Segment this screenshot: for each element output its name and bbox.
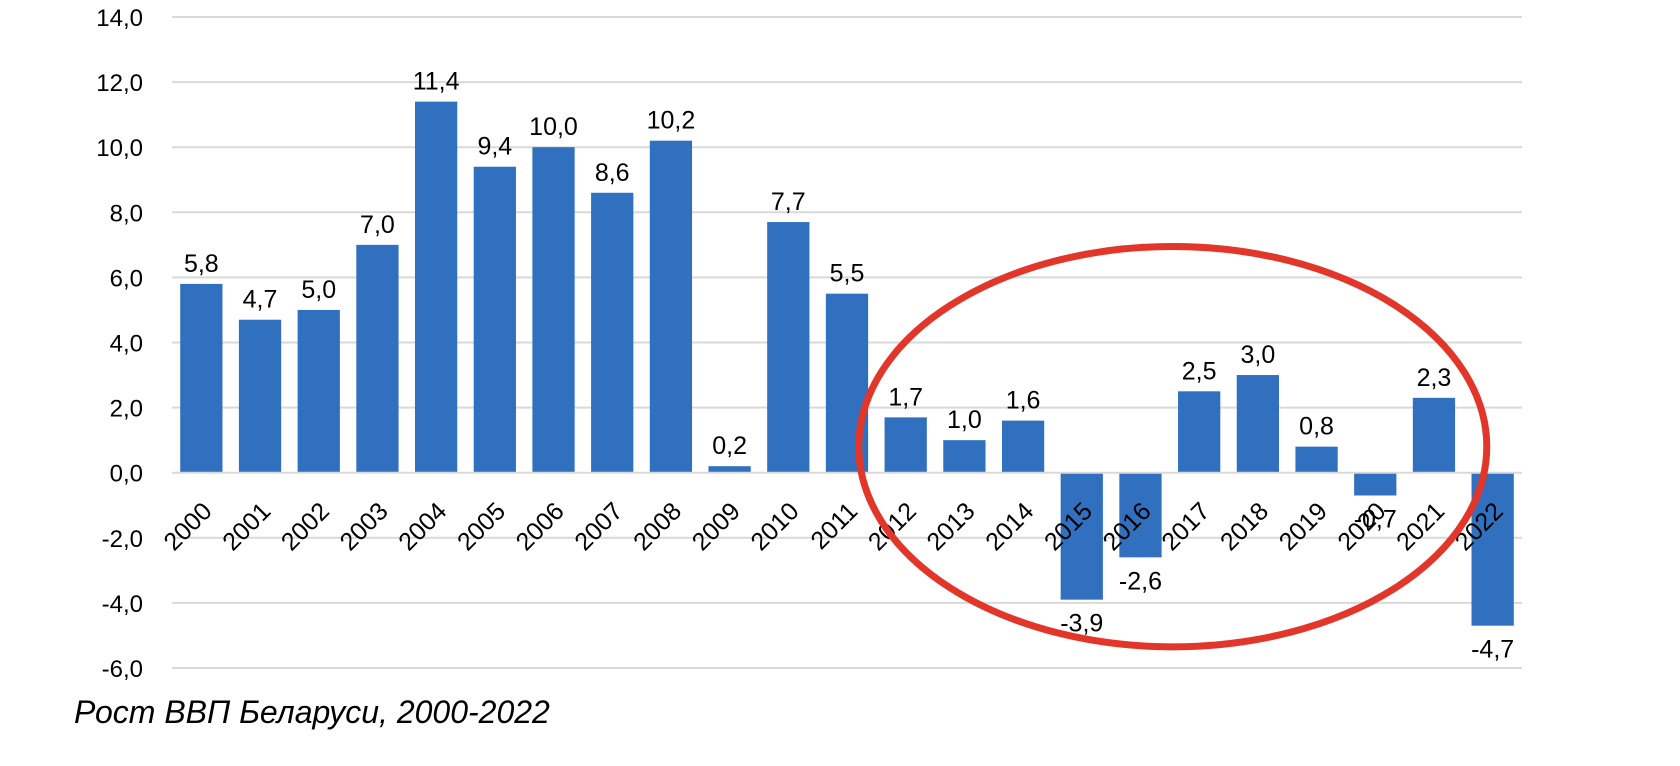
- y-tick-label: 6,0: [110, 265, 143, 292]
- x-tick-label-2001: 2001: [217, 497, 276, 556]
- y-tick-label: 14,0: [96, 5, 143, 32]
- bar-2006: [532, 147, 575, 473]
- bar-2020: [1354, 472, 1397, 496]
- x-tick-label-2005: 2005: [452, 497, 511, 556]
- bar-2008: [649, 140, 693, 473]
- bar-2019: [1295, 446, 1338, 473]
- bars: [180, 101, 1514, 626]
- x-tick-label-2017: 2017: [1156, 497, 1215, 556]
- data-label-2005: 9,4: [477, 133, 512, 161]
- x-tick-label-2002: 2002: [276, 497, 335, 556]
- x-tick-label-2007: 2007: [569, 497, 628, 556]
- bar-2000: [180, 283, 223, 473]
- bar-2013: [943, 440, 986, 473]
- bar-2005: [473, 166, 516, 473]
- data-label-2010: 7,7: [771, 188, 806, 216]
- data-label-2000: 5,8: [184, 250, 219, 278]
- data-label-2013: 1,0: [947, 406, 982, 434]
- y-axis-ticks: 14,0 12,0 10,0 8,0 6,0 4,0 2,0 0,0 -2,0 -4,0 -6,0: [96, 5, 143, 680]
- data-label-2016: -2,6: [1119, 567, 1162, 595]
- x-axis-labels: 2000 2001 2002 2003 2004 2005 2006 2007 2008 2009…: [158, 497, 1508, 556]
- x-tick-label-2004: 2004: [393, 497, 452, 556]
- data-label-2017: 2,5: [1182, 357, 1217, 385]
- x-tick-label-2000: 2000: [158, 497, 217, 556]
- x-tick-label-2010: 2010: [745, 497, 804, 556]
- data-label-2021: 2,3: [1417, 364, 1452, 392]
- x-tick-label-2009: 2009: [687, 497, 746, 556]
- x-tick-label-2019: 2019: [1274, 497, 1333, 556]
- bar-2016: [1119, 472, 1162, 558]
- y-tick-label: 8,0: [110, 200, 143, 227]
- x-tick-label-2006: 2006: [511, 497, 570, 556]
- gdp-growth-chart: 14,012,010,08,06,04,02,00,0-2,0-4,0-6,0 …: [96, 5, 1522, 680]
- bar-2002: [297, 309, 340, 473]
- data-label-2009: 0,2: [712, 432, 747, 460]
- y-tick-label: -6,0: [102, 656, 143, 680]
- bar-2017: [1178, 391, 1221, 473]
- data-label-2019: 0,8: [1299, 413, 1334, 441]
- bar-2014: [1001, 420, 1045, 473]
- data-labels: 5,8 4,7 5,0 7,0 11,4 9,4 10,0 8,6 10,2 0,2 7,7 5,5 1…: [184, 68, 1514, 664]
- bar-2004: [415, 101, 458, 473]
- x-tick-label-2011: 2011: [805, 497, 863, 555]
- data-label-2003: 7,0: [360, 211, 395, 239]
- x-tick-label-2003: 2003: [335, 497, 394, 556]
- y-tick-label: -2,0: [102, 526, 143, 553]
- y-tick-label: 2,0: [110, 396, 143, 423]
- bar-2009: [708, 466, 751, 473]
- y-tick-label: 10,0: [96, 135, 143, 162]
- bar-2007: [591, 192, 634, 473]
- chart-caption: Рост ВВП Беларуси, 2000-2022: [74, 694, 550, 730]
- bar-2010: [767, 222, 810, 473]
- data-label-2006: 10,0: [529, 113, 578, 141]
- highlight-ellipse-0: [855, 242, 1491, 651]
- data-label-2004: 11,4: [413, 68, 460, 96]
- data-label-2012: 1,7: [888, 383, 923, 411]
- data-label-2020: -0,7: [1354, 505, 1397, 533]
- y-tick-label: 0,0: [110, 461, 143, 488]
- bar-2018: [1236, 375, 1279, 473]
- data-label-2007: 8,6: [595, 159, 630, 187]
- x-tick-label-2018: 2018: [1215, 497, 1274, 556]
- y-tick-label: 12,0: [96, 70, 143, 97]
- x-tick-label-2014: 2014: [980, 497, 1039, 556]
- bar-2021: [1412, 397, 1456, 473]
- data-label-2014: 1,6: [1006, 387, 1041, 415]
- bar-2001: [238, 319, 282, 473]
- annotations: [855, 242, 1491, 651]
- data-label-2001: 4,7: [243, 286, 278, 314]
- y-tick-label: -4,0: [102, 591, 143, 618]
- data-label-2008: 10,2: [647, 107, 696, 135]
- data-label-2022: -4,7: [1471, 636, 1514, 664]
- x-tick-label-2008: 2008: [628, 497, 687, 556]
- bar-2012: [884, 417, 927, 473]
- x-tick-label-2013: 2013: [922, 497, 981, 556]
- y-tick-label: 4,0: [110, 331, 143, 358]
- data-label-2011: 5,5: [830, 260, 865, 288]
- bar-2003: [356, 244, 399, 473]
- data-label-2002: 5,0: [301, 276, 336, 304]
- data-label-2018: 3,0: [1240, 341, 1275, 369]
- bar-2015: [1060, 472, 1103, 600]
